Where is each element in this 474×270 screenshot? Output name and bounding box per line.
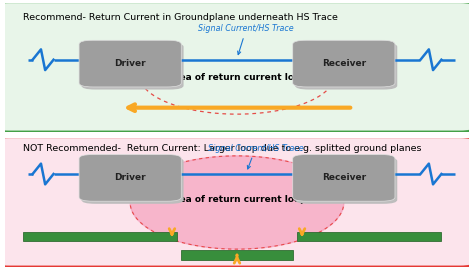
FancyBboxPatch shape xyxy=(293,154,395,201)
FancyBboxPatch shape xyxy=(295,157,397,204)
FancyBboxPatch shape xyxy=(293,40,395,87)
FancyBboxPatch shape xyxy=(295,43,397,90)
Text: Receiver: Receiver xyxy=(322,59,366,68)
Text: Driver: Driver xyxy=(114,59,146,68)
Text: NOT Recommended-  Return Current: Larger loop due to e.g. splitted ground planes: NOT Recommended- Return Current: Larger … xyxy=(23,144,422,153)
Text: Area of return current loop: Area of return current loop xyxy=(168,195,306,204)
Polygon shape xyxy=(130,156,344,249)
FancyBboxPatch shape xyxy=(297,232,441,241)
FancyBboxPatch shape xyxy=(79,40,181,87)
FancyBboxPatch shape xyxy=(0,1,474,132)
FancyBboxPatch shape xyxy=(23,232,177,241)
Text: Signal Current/HS Trace: Signal Current/HS Trace xyxy=(208,144,303,169)
FancyBboxPatch shape xyxy=(181,251,293,259)
Text: Area of return current loop: Area of return current loop xyxy=(168,73,306,82)
FancyBboxPatch shape xyxy=(82,157,183,204)
Text: Signal Current/HS Trace: Signal Current/HS Trace xyxy=(199,24,294,55)
Text: Recommend- Return Current in Groundplane underneath HS Trace: Recommend- Return Current in Groundplane… xyxy=(23,13,338,22)
Text: Driver: Driver xyxy=(114,173,146,182)
FancyBboxPatch shape xyxy=(82,43,183,90)
FancyBboxPatch shape xyxy=(0,136,474,267)
FancyBboxPatch shape xyxy=(79,154,181,201)
Text: Receiver: Receiver xyxy=(322,173,366,182)
